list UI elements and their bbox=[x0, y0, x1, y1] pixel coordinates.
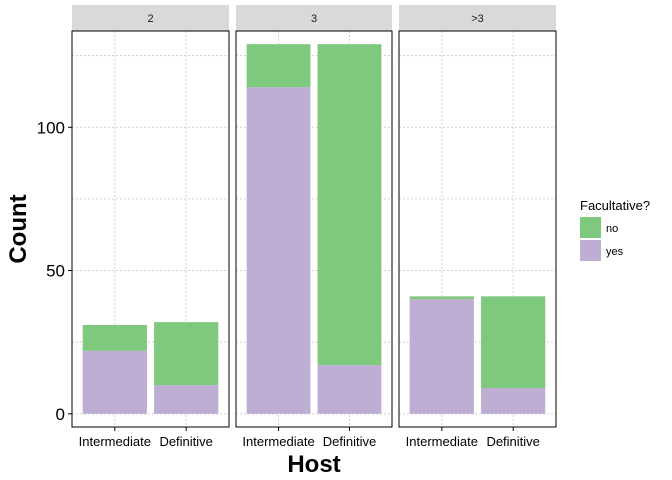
bar-segment-no bbox=[154, 322, 219, 386]
x-tick-label: Definitive bbox=[486, 434, 539, 449]
bar-segment-no bbox=[246, 44, 311, 88]
facet-strip bbox=[399, 5, 556, 31]
bar-segment-no bbox=[481, 296, 546, 389]
bar-segment-yes bbox=[82, 350, 147, 414]
bar-segment-yes bbox=[409, 299, 474, 414]
legend-title: Facultative? bbox=[580, 198, 650, 213]
x-tick-label: Intermediate bbox=[406, 434, 478, 449]
legend-label-yes: yes bbox=[606, 246, 624, 258]
y-axis-title: Count bbox=[5, 194, 32, 263]
x-tick-label: Definitive bbox=[323, 434, 376, 449]
bar-segment-yes bbox=[154, 385, 219, 414]
bar-segment-no bbox=[317, 44, 382, 366]
y-tick-label: 100 bbox=[37, 118, 65, 137]
panel-border bbox=[235, 30, 393, 428]
x-tick-label: Definitive bbox=[159, 434, 212, 449]
facet-strip bbox=[72, 5, 229, 31]
panel-border bbox=[71, 30, 230, 428]
x-tick-label: Intermediate bbox=[79, 434, 151, 449]
facet-strip-label: 2 bbox=[147, 13, 153, 25]
bar-segment-no bbox=[409, 296, 474, 300]
bar-segment-yes bbox=[246, 87, 311, 414]
bar-segment-no bbox=[82, 324, 147, 351]
bar-segment-yes bbox=[317, 365, 382, 414]
legend-swatch-yes bbox=[580, 240, 601, 261]
facet-strip-label: 3 bbox=[311, 13, 317, 25]
bar-segment-yes bbox=[481, 388, 546, 414]
facet-strip bbox=[236, 5, 392, 31]
y-tick-label: 50 bbox=[46, 262, 65, 281]
facet-strip-label: >3 bbox=[471, 13, 484, 25]
x-tick-label: Intermediate bbox=[242, 434, 314, 449]
panel-border bbox=[398, 30, 557, 428]
legend-swatch-no bbox=[580, 217, 601, 238]
x-axis-title: Host bbox=[287, 451, 340, 478]
legend-label-no: no bbox=[606, 223, 618, 235]
y-tick-label: 0 bbox=[56, 405, 65, 424]
